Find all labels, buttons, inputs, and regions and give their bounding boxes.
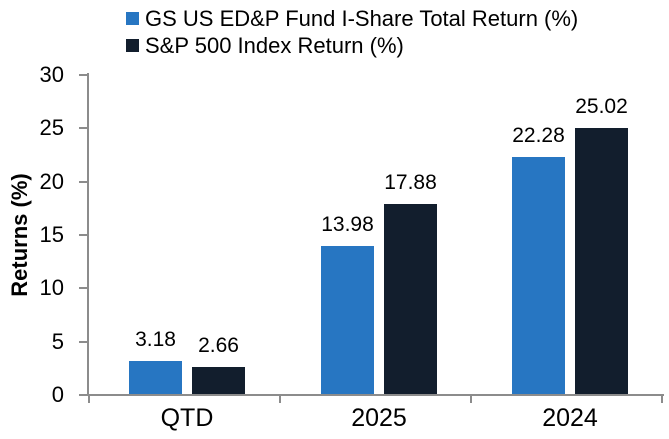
x-category-label-2025: 2025: [351, 404, 407, 432]
y-tick-label: 0: [51, 382, 64, 407]
y-tick-label: 30: [39, 62, 64, 87]
chart-legend: GS US ED&P Fund I-Share Total Return (%)…: [126, 5, 578, 59]
y-tick-label: 15: [39, 222, 64, 247]
legend-swatch-sp500-icon: [126, 39, 139, 52]
bar-fund-2025: [321, 245, 374, 395]
y-tick-mark: [79, 394, 87, 396]
y-axis-line: [87, 73, 89, 396]
legend-item-sp500: S&P 500 Index Return (%): [126, 32, 578, 59]
y-tick-mark: [79, 287, 87, 290]
x-tick-mark: [279, 395, 281, 403]
bar-value-label-fund-2024: 22.28: [512, 124, 565, 148]
y-tick-label: 25: [39, 115, 64, 141]
x-category-label-qtd: QTD: [160, 404, 214, 432]
bar-fund-qtd: [129, 361, 182, 395]
bar-value-label-sp500-2024: 25.02: [575, 95, 628, 119]
y-tick-label: 10: [39, 275, 64, 301]
y-tick-mark: [79, 340, 87, 343]
y-tick-mark: [79, 180, 87, 183]
x-tick-mark: [470, 395, 472, 403]
legend-label-fund: GS US ED&P Fund I-Share Total Return (%): [145, 6, 579, 31]
y-tick-mark: [79, 127, 87, 130]
y-tick-label: 5: [51, 328, 64, 354]
bar-sp500-2024: [575, 128, 628, 395]
x-axis-line: [87, 394, 664, 396]
y-tick-mark: [79, 74, 87, 76]
bar-sp500-2025: [384, 204, 437, 395]
bar-sp500-qtd: [192, 366, 245, 395]
bar-value-label-sp500-qtd: 2.66: [198, 333, 239, 357]
x-tick-mark: [88, 395, 90, 403]
legend-item-fund: GS US ED&P Fund I-Share Total Return (%): [126, 5, 578, 32]
x-tick-mark: [661, 395, 663, 403]
bar-value-label-fund-qtd: 3.18: [135, 328, 176, 352]
bar-fund-2024: [512, 157, 565, 395]
legend-swatch-fund-icon: [126, 12, 139, 25]
legend-label-sp500: S&P 500 Index Return (%): [145, 33, 404, 58]
y-tick-label: 20: [39, 168, 64, 194]
x-category-label-2024: 2024: [542, 404, 598, 432]
y-tick-mark: [79, 234, 87, 236]
bar-value-label-sp500-2025: 17.88: [384, 171, 437, 195]
bar-value-label-fund-2025: 13.98: [321, 212, 374, 236]
